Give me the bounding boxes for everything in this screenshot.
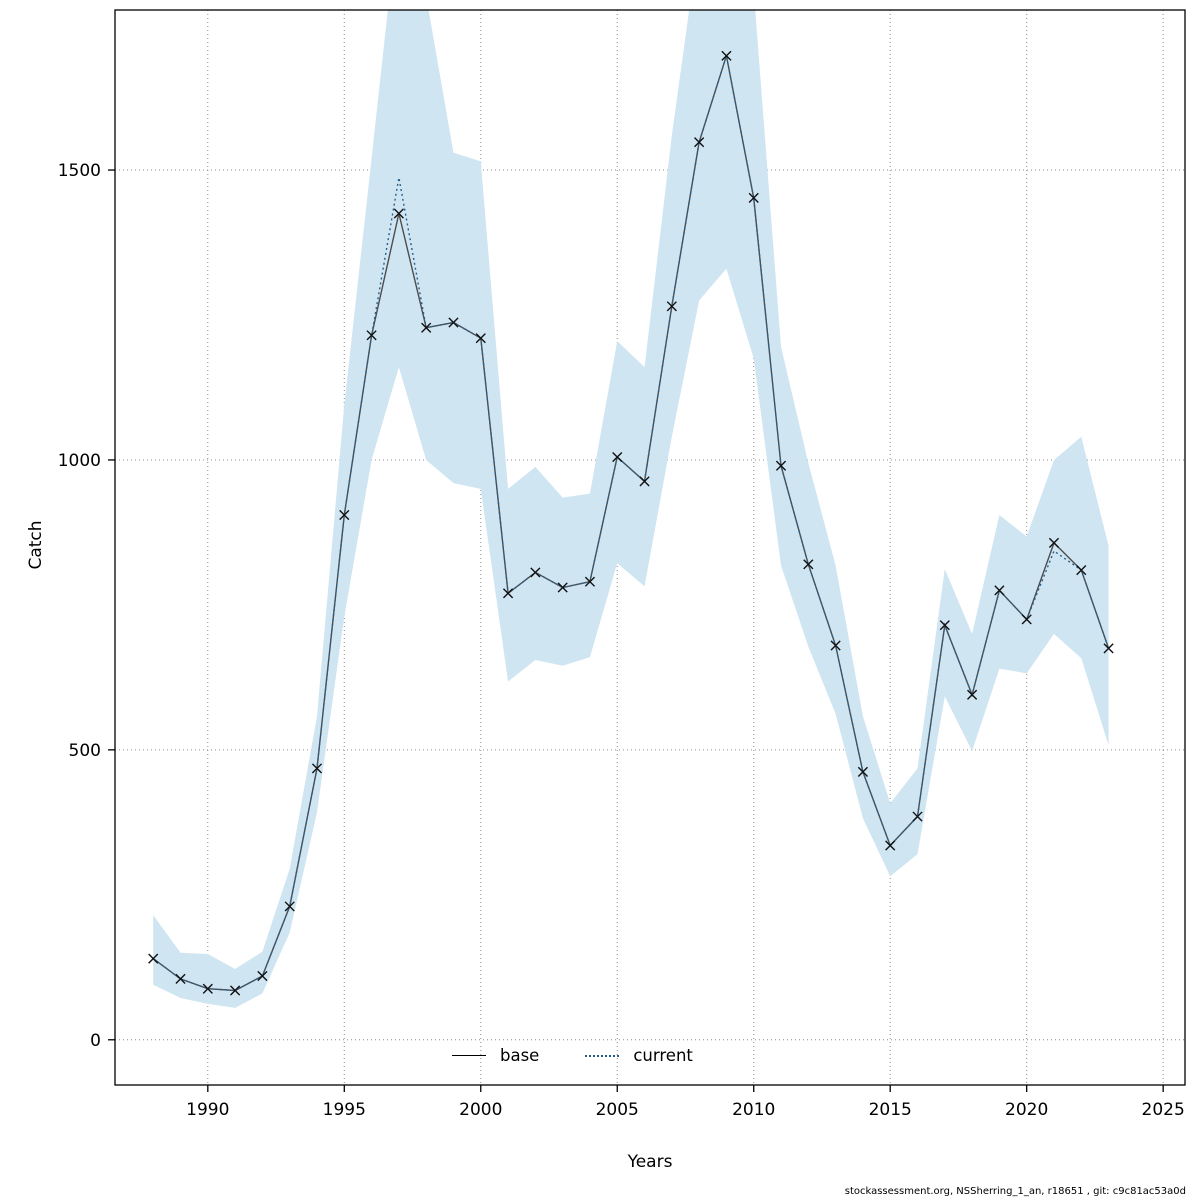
base-line-swatch (452, 1055, 486, 1056)
svg-text:1500: 1500 (58, 161, 101, 181)
svg-text:2020: 2020 (1005, 1100, 1048, 1120)
legend-label-current: current (633, 1046, 693, 1065)
y-axis-label: Catch (26, 520, 46, 570)
svg-text:2010: 2010 (732, 1100, 775, 1120)
x-axis-label: Years (627, 1152, 673, 1172)
current-line-swatch (585, 1054, 620, 1057)
svg-text:1000: 1000 (58, 451, 101, 471)
footer-text: stockassessment.org, NSSherring_1_an, r1… (844, 1186, 1186, 1197)
legend-item-base: base (452, 1046, 539, 1065)
legend-item-current: current (585, 1046, 693, 1065)
svg-text:2005: 2005 (596, 1100, 639, 1120)
svg-text:500: 500 (69, 741, 101, 761)
svg-text:2015: 2015 (869, 1100, 912, 1120)
svg-text:1995: 1995 (323, 1100, 366, 1120)
svg-text:2000: 2000 (459, 1100, 502, 1120)
svg-text:0: 0 (90, 1031, 101, 1051)
svg-text:2025: 2025 (1142, 1100, 1185, 1120)
svg-text:1990: 1990 (186, 1100, 229, 1120)
legend: base current (452, 1046, 693, 1065)
legend-label-base: base (500, 1046, 540, 1065)
